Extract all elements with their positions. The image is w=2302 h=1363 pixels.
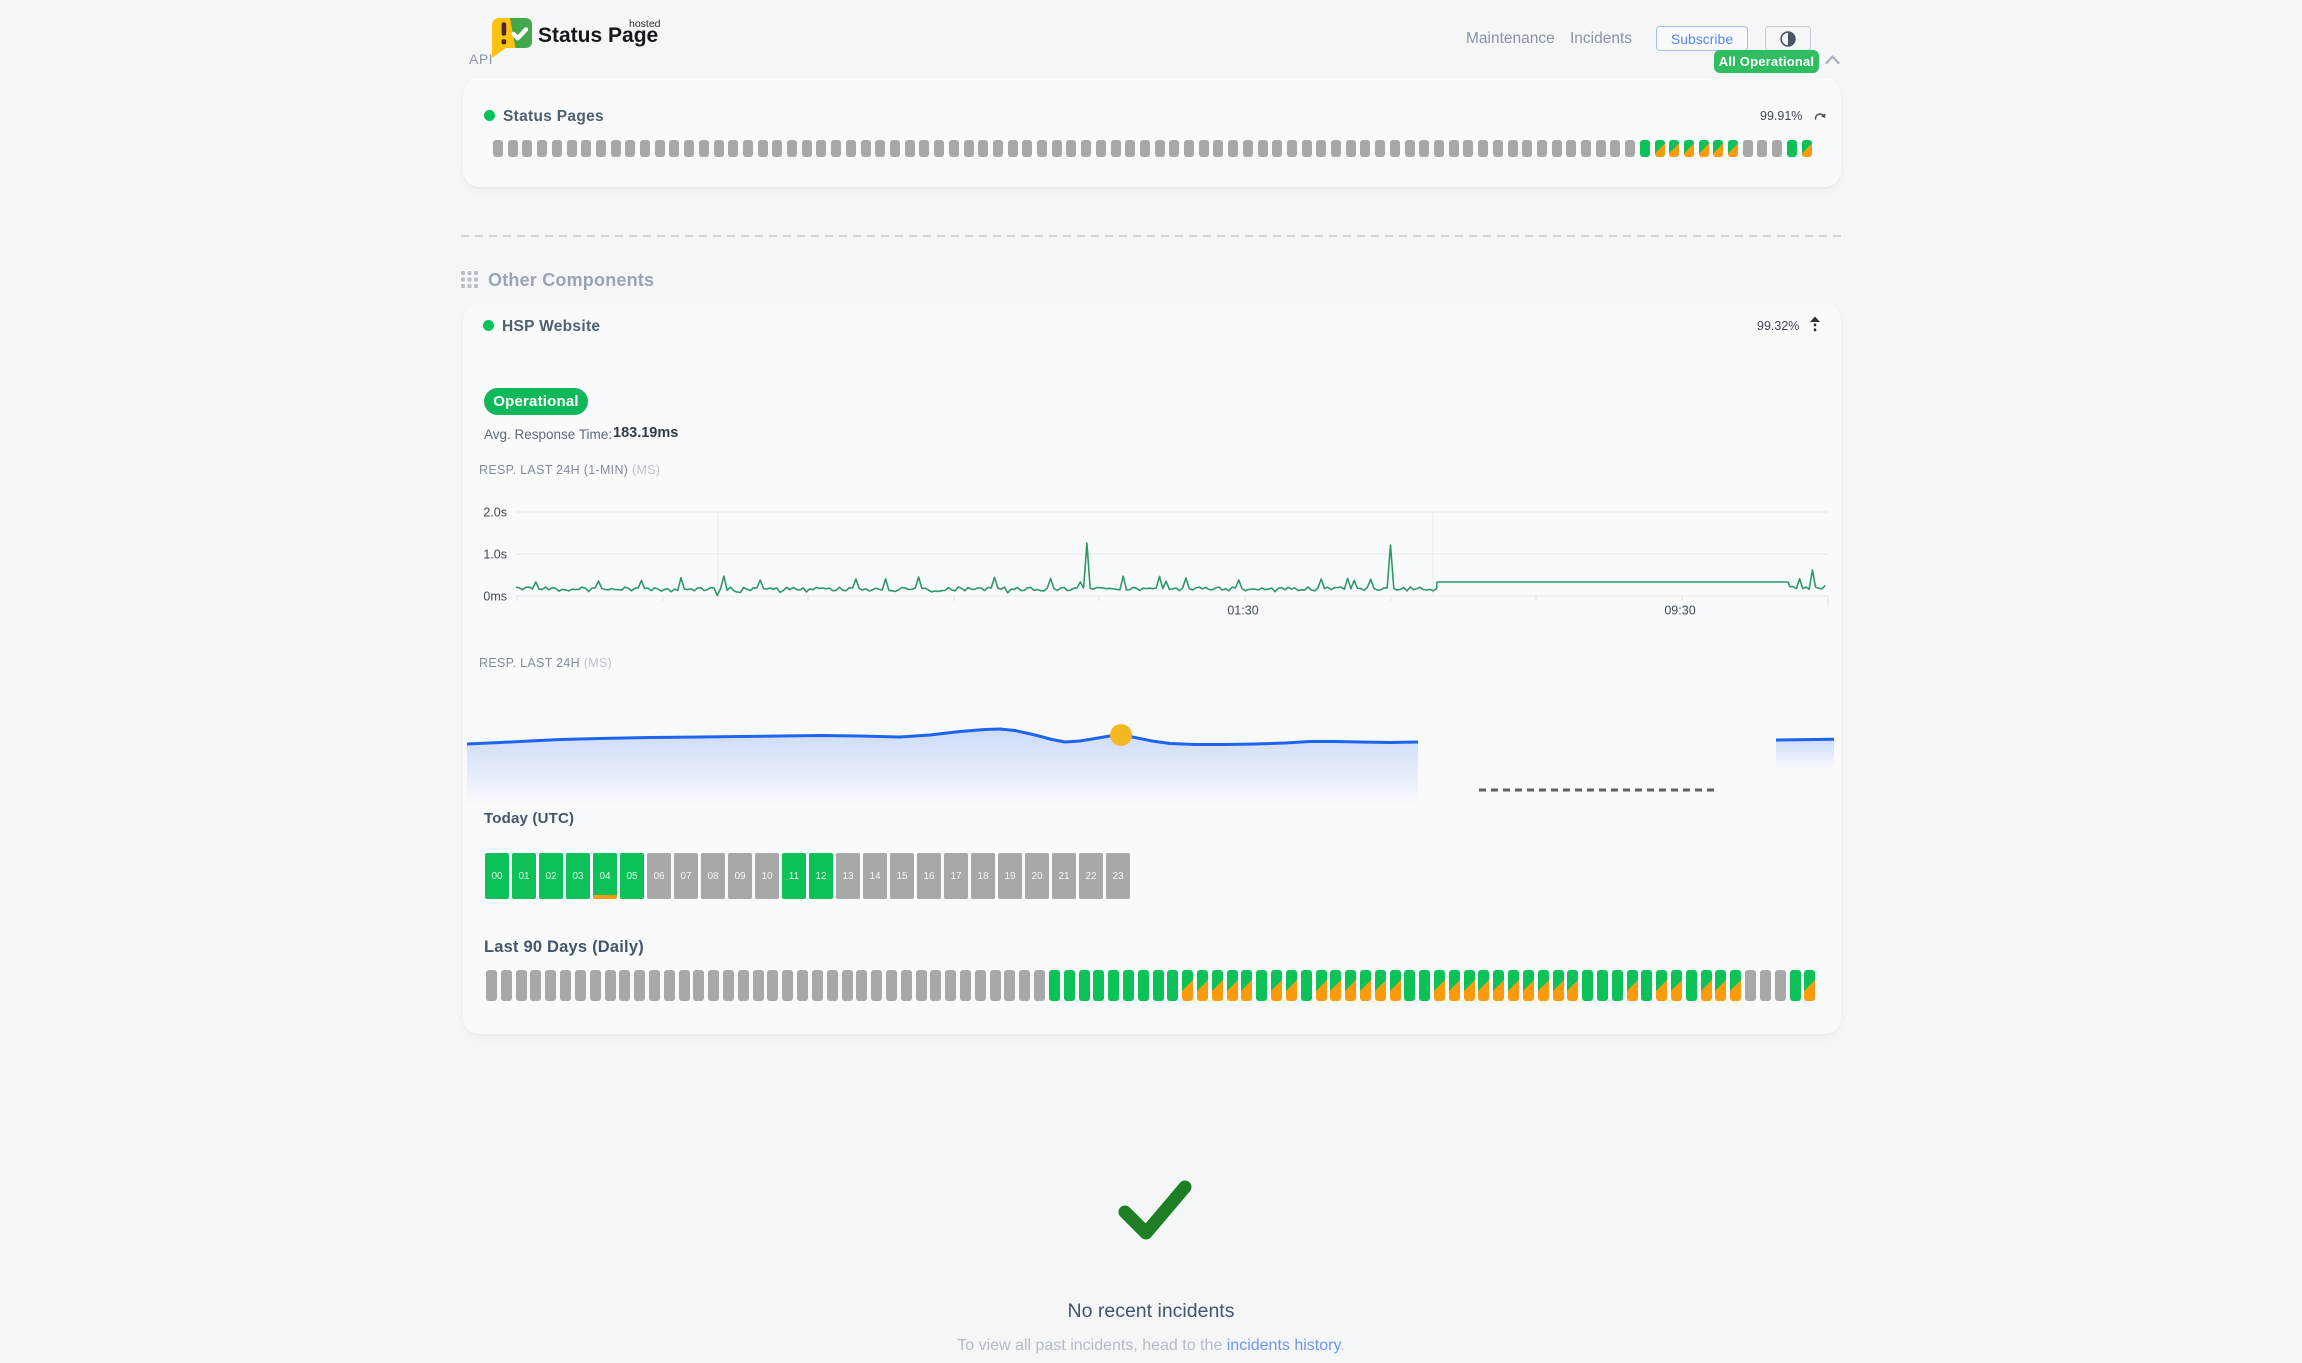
svg-text:09:30: 09:30 bbox=[1664, 604, 1695, 618]
svg-text:2.0s: 2.0s bbox=[483, 506, 507, 520]
svg-text:1.0s: 1.0s bbox=[483, 548, 507, 562]
svg-text:0ms: 0ms bbox=[483, 590, 507, 604]
svg-text:01:30: 01:30 bbox=[1227, 604, 1258, 618]
